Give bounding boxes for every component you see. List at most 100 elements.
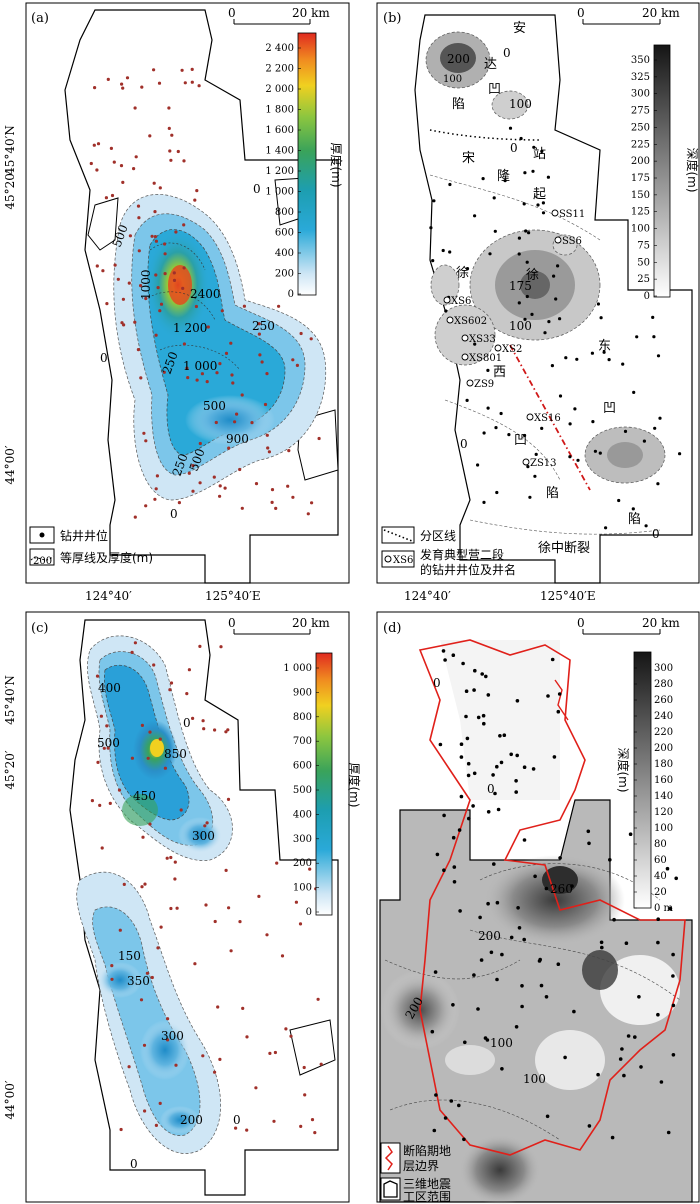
well-point xyxy=(254,482,259,486)
well-point xyxy=(95,264,99,268)
well-point xyxy=(459,794,464,799)
well-point xyxy=(201,1054,205,1058)
well-point xyxy=(319,1062,323,1066)
well-point xyxy=(308,867,312,871)
well-point xyxy=(520,984,524,988)
well-point xyxy=(443,1116,448,1120)
well-point xyxy=(500,1067,504,1071)
well-point xyxy=(182,159,186,163)
well-point xyxy=(254,1086,258,1090)
panel-b-region-label: 徐 xyxy=(456,266,469,281)
colorbar-tick-label: 160 xyxy=(654,775,673,786)
well-point xyxy=(472,771,477,776)
panel-c-wells xyxy=(90,641,323,1135)
well-point xyxy=(533,474,537,478)
well-point xyxy=(142,431,146,435)
well-point xyxy=(429,226,433,230)
well-point xyxy=(185,366,189,370)
panel-b-legend: 分区线 XS6 发育典型营二段 的钻井井位及井名 xyxy=(381,526,516,577)
well-point xyxy=(193,962,197,966)
well-point xyxy=(656,917,660,921)
panel-b-colorbar-title: 深度(m) xyxy=(685,147,700,192)
well-point xyxy=(170,133,174,137)
well-point xyxy=(218,362,222,366)
named-well-marker xyxy=(461,334,469,342)
well-point xyxy=(159,925,163,929)
panel-b-region-label: 徐 xyxy=(526,268,539,283)
well-point xyxy=(212,475,216,479)
well-point xyxy=(476,715,481,720)
panel-a-legend-wells: 钻井井位 xyxy=(60,528,108,543)
panel-a-label: (a) xyxy=(31,11,49,26)
colorbar-tick-label: 1 000 xyxy=(265,187,294,198)
panel-b-region-label: 东 xyxy=(598,339,611,354)
panel-d-legend-survey-1: 三维地震 xyxy=(403,1177,451,1191)
named-well-label: XS16 xyxy=(534,413,561,424)
well-point xyxy=(656,1012,660,1017)
panel-b-region-label: 凹 xyxy=(603,401,616,416)
well-point xyxy=(295,363,299,367)
panel-b-scale-start: 0 xyxy=(577,6,585,20)
well-point xyxy=(517,301,521,305)
well-point xyxy=(665,866,670,871)
well-point xyxy=(472,973,476,977)
panel-a-colorbar: 2 400 2 200 2 000 1 800 1 600 1 400 1 200 1 000… xyxy=(265,32,344,300)
well-point xyxy=(633,1035,637,1039)
colorbar-tick-label: 100 xyxy=(293,883,312,894)
panel-b-contour-label: 200 xyxy=(447,52,470,66)
well-point xyxy=(174,230,178,234)
well-point xyxy=(204,903,208,907)
well-point xyxy=(197,84,201,88)
well-point xyxy=(203,824,207,828)
panel-a-contour-label: 250 xyxy=(252,319,275,333)
colorbar-tick-label: 0 xyxy=(288,289,294,300)
well-point xyxy=(156,286,160,290)
well-point xyxy=(173,860,177,864)
well-point xyxy=(112,160,116,164)
well-point xyxy=(591,420,595,424)
well-point xyxy=(134,155,138,159)
panel-d-fault-boundary xyxy=(418,639,686,1156)
well-point xyxy=(284,1027,288,1031)
well-point xyxy=(113,263,117,267)
lat-label: 45°20′ xyxy=(3,170,17,210)
well-point xyxy=(102,746,106,750)
well-point xyxy=(213,1070,217,1074)
well-point xyxy=(183,81,187,85)
well-point xyxy=(109,146,113,150)
lat-label: 45°40′N xyxy=(3,675,17,725)
well-point xyxy=(540,149,544,153)
well-point xyxy=(639,1065,643,1069)
panel-a-contour-label: 0 xyxy=(100,351,108,365)
well-point xyxy=(524,229,528,233)
well-point xyxy=(495,764,499,769)
well-point xyxy=(610,1135,615,1140)
well-point xyxy=(544,995,549,999)
well-point xyxy=(144,296,148,301)
named-well-label: ZS9 xyxy=(474,379,494,390)
well-point xyxy=(486,693,491,697)
well-point xyxy=(152,181,156,185)
well-point xyxy=(226,797,231,802)
well-point xyxy=(478,915,482,920)
well-point xyxy=(202,727,206,731)
named-well-marker xyxy=(522,458,530,466)
well-point xyxy=(435,852,440,857)
colorbar-tick-label: 1 000 xyxy=(283,663,312,674)
well-point xyxy=(599,940,604,945)
well-point xyxy=(93,86,97,90)
well-point xyxy=(652,335,656,339)
panel-c-contour-label: 400 xyxy=(98,681,121,695)
well-point xyxy=(442,868,446,872)
well-point xyxy=(617,498,621,503)
well-point xyxy=(227,446,231,450)
well-point xyxy=(96,142,101,146)
well-point xyxy=(522,765,527,769)
panel-d-contour-label: 0 xyxy=(433,676,441,690)
well-point xyxy=(299,1124,303,1128)
well-point xyxy=(448,250,452,254)
colorbar-tick-label: 40 xyxy=(654,871,667,882)
well-point xyxy=(158,1101,162,1105)
panel-d-legend: 断陷期地 层边界 三维地震 工区范围 xyxy=(380,1142,451,1204)
